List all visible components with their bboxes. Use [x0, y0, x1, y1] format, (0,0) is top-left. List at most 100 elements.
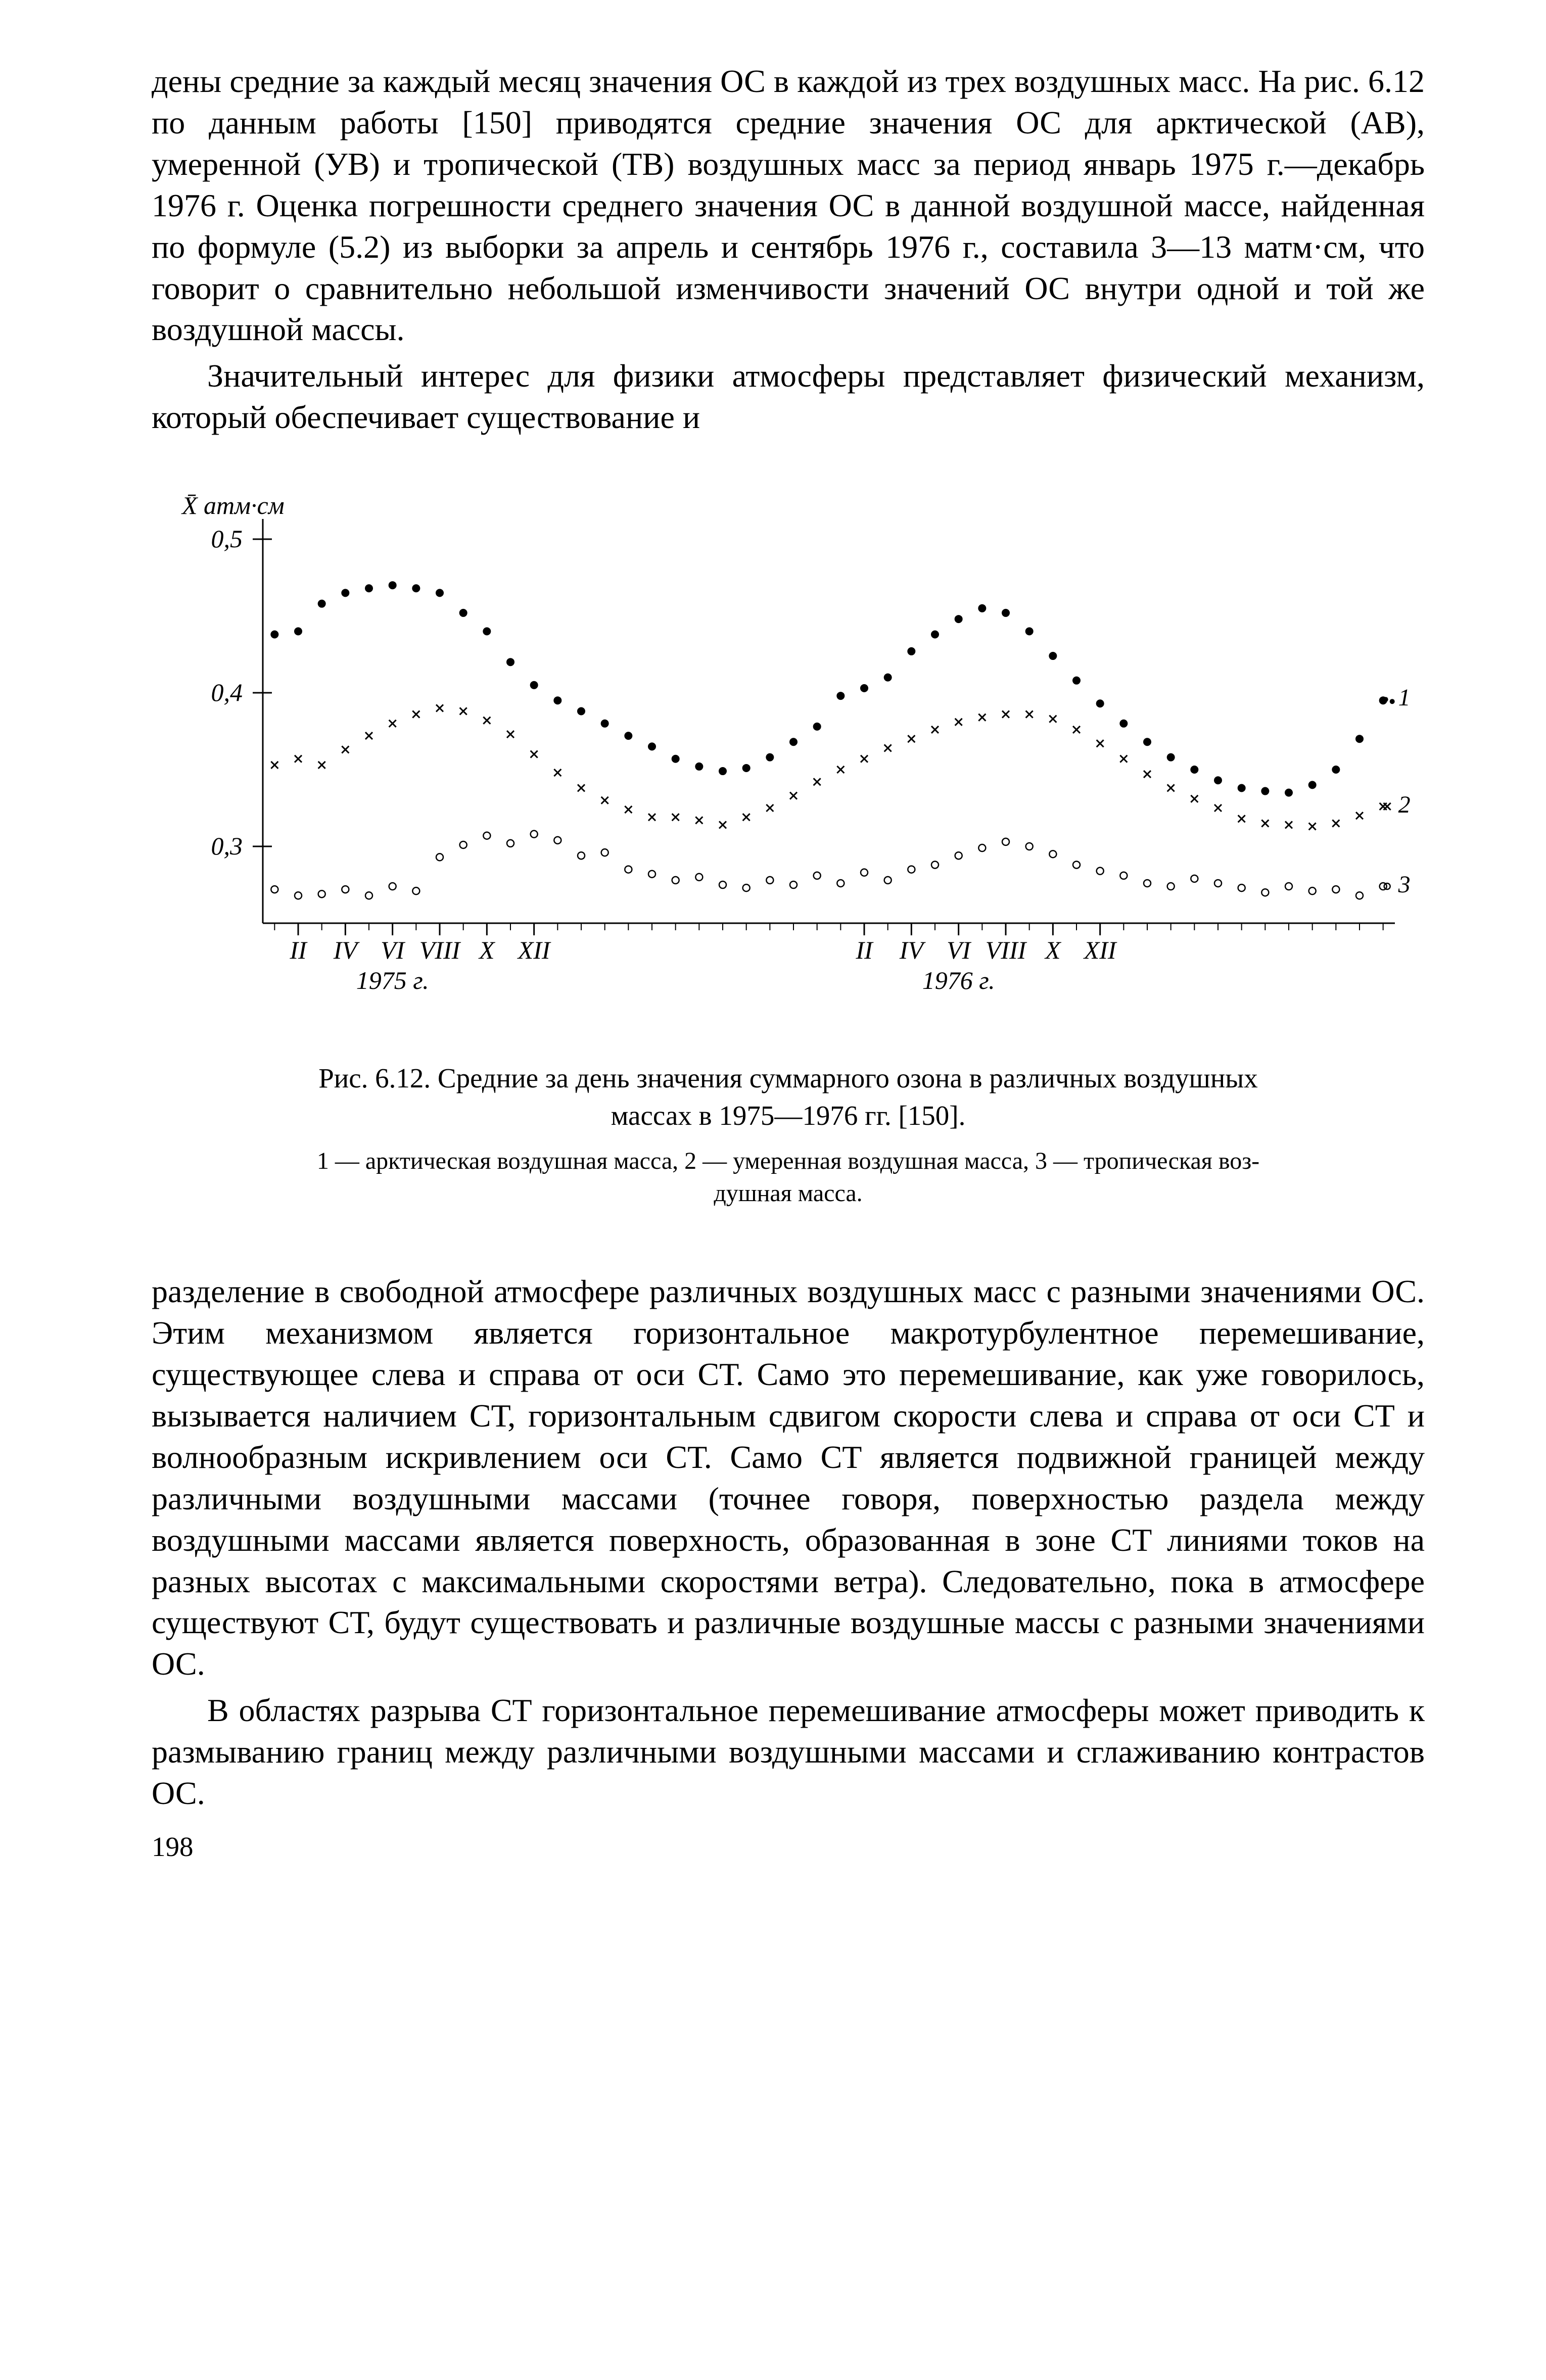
series-3-point: [1285, 883, 1292, 890]
series-3-point: [1309, 887, 1316, 894]
series-3-point: [648, 871, 655, 878]
svg-text:XII: XII: [517, 936, 551, 964]
series-3-point: [814, 872, 821, 879]
series-1-point: [1049, 652, 1057, 660]
series-1-point: [624, 732, 632, 740]
series-1-point: [1119, 720, 1128, 728]
series-2-label: 2: [1398, 791, 1411, 818]
legend-line-2: душная масса.: [714, 1180, 862, 1207]
series-1-point: [884, 674, 892, 682]
series-3-point: [955, 852, 962, 859]
svg-text:X: X: [478, 936, 496, 964]
series-1-point: [270, 631, 278, 639]
series-1-point: [294, 628, 302, 636]
series-1-point: [601, 720, 609, 728]
series-3-point: [318, 890, 325, 897]
series-3-point: [1026, 843, 1033, 850]
series-1-point: [1167, 753, 1175, 761]
series-3-point: [1073, 862, 1080, 869]
series-3-point: [625, 866, 632, 873]
caption-line-1: Рис. 6.12. Средние за день значения сумм…: [318, 1063, 1258, 1093]
series-1-point: [672, 755, 680, 763]
series-3-point: [837, 880, 844, 887]
series-1-point: [931, 631, 939, 639]
series-3-point: [1120, 872, 1127, 879]
series-3-point: [695, 874, 702, 881]
series-1-point: [789, 738, 798, 746]
series-3-point: [365, 892, 372, 899]
series-1-point: [1355, 735, 1364, 743]
legend-line-1: 1 — арктическая воздушная масса, 2 — уме…: [317, 1148, 1259, 1174]
svg-text:0,3: 0,3: [211, 832, 243, 860]
series-1-point: [436, 589, 444, 597]
series-1-point: [907, 647, 915, 655]
series-3-point: [884, 877, 892, 884]
series-1-point: [1143, 738, 1151, 746]
series-1-point: [1190, 766, 1198, 774]
svg-text:XII: XII: [1083, 936, 1117, 964]
series-3-point: [1356, 892, 1363, 899]
series-1-point: [1025, 628, 1034, 636]
series-1-point: [318, 600, 326, 608]
paragraph-1: дены средние за каждый месяц значения ОС…: [152, 61, 1425, 350]
series-3-point: [412, 887, 419, 894]
series-3-point: [483, 832, 490, 839]
series-1-point: [978, 604, 986, 612]
series-3-point: [1261, 889, 1269, 896]
series-3-point: [978, 844, 986, 851]
series-1-point: [506, 658, 514, 666]
series-1-point: [1238, 784, 1246, 792]
series-1-point: [813, 723, 821, 731]
series-1-point: [836, 692, 845, 700]
series-1-point: [1332, 766, 1340, 774]
series-1-point: [459, 609, 467, 617]
series-1-point: [766, 753, 774, 761]
paragraph-3: разделение в свободной атмосфере различн…: [152, 1271, 1425, 1685]
series-3-point: [507, 840, 514, 847]
series-3-point: [342, 886, 349, 893]
svg-text:1975 г.: 1975 г.: [356, 966, 429, 994]
series-1-point: [1002, 609, 1010, 617]
series-3-point: [766, 877, 773, 884]
series-3-point: [1238, 884, 1245, 891]
series-1-point: [1072, 677, 1081, 685]
series-3-point: [578, 852, 585, 859]
series-3-point: [531, 831, 538, 838]
series-1-label: 1: [1398, 684, 1411, 711]
series-1-point: [695, 763, 703, 771]
series-1-point: [648, 743, 656, 751]
paragraph-4: В областях разрыва СТ горизонтальное пер…: [152, 1690, 1425, 1814]
series-3-point: [436, 853, 443, 861]
svg-text:1976 г.: 1976 г.: [922, 966, 995, 994]
series-3-point: [1097, 868, 1104, 875]
series-3-point: [460, 841, 467, 848]
series-3-point: [1144, 880, 1151, 887]
series-1-point: [553, 696, 561, 704]
chart-svg: 0,30,40,5X̄ атм·смIIIVVIVIIIXXIIIIIVVIVI…: [152, 479, 1425, 1014]
figure-legend: 1 — арктическая воздушная масса, 2 — уме…: [152, 1145, 1425, 1211]
series-1-point: [1285, 789, 1293, 797]
series-3-point: [861, 869, 868, 876]
series-1-point: [483, 628, 491, 636]
page-number: 198: [152, 1829, 1425, 1865]
series-3-point: [908, 866, 915, 873]
series-3-point: [672, 877, 679, 884]
svg-text:VIII: VIII: [986, 936, 1027, 964]
series-3-point: [1191, 875, 1198, 882]
svg-text:VI: VI: [947, 936, 972, 964]
series-1-point: [1214, 776, 1222, 784]
series-3-point: [554, 837, 561, 844]
series-3-point: [1214, 880, 1222, 887]
paragraph-2: Значительный интерес для физики атмосфер…: [152, 355, 1425, 438]
series-1-point: [1261, 787, 1269, 795]
svg-text:X: X: [1044, 936, 1062, 964]
svg-text:0,5: 0,5: [211, 525, 243, 553]
caption-line-2: массах в 1975—1976 гг. [150].: [611, 1100, 966, 1131]
svg-text:II: II: [855, 936, 874, 964]
series-1-point: [955, 615, 963, 623]
figure-6-12: 0,30,40,5X̄ атм·смIIIVVIVIIIXXIIIIIVVIVI…: [152, 479, 1425, 1024]
series-3-point: [295, 892, 302, 899]
series-3-point: [719, 881, 726, 888]
svg-text:0,4: 0,4: [211, 678, 243, 706]
series-3-point: [1332, 886, 1339, 893]
